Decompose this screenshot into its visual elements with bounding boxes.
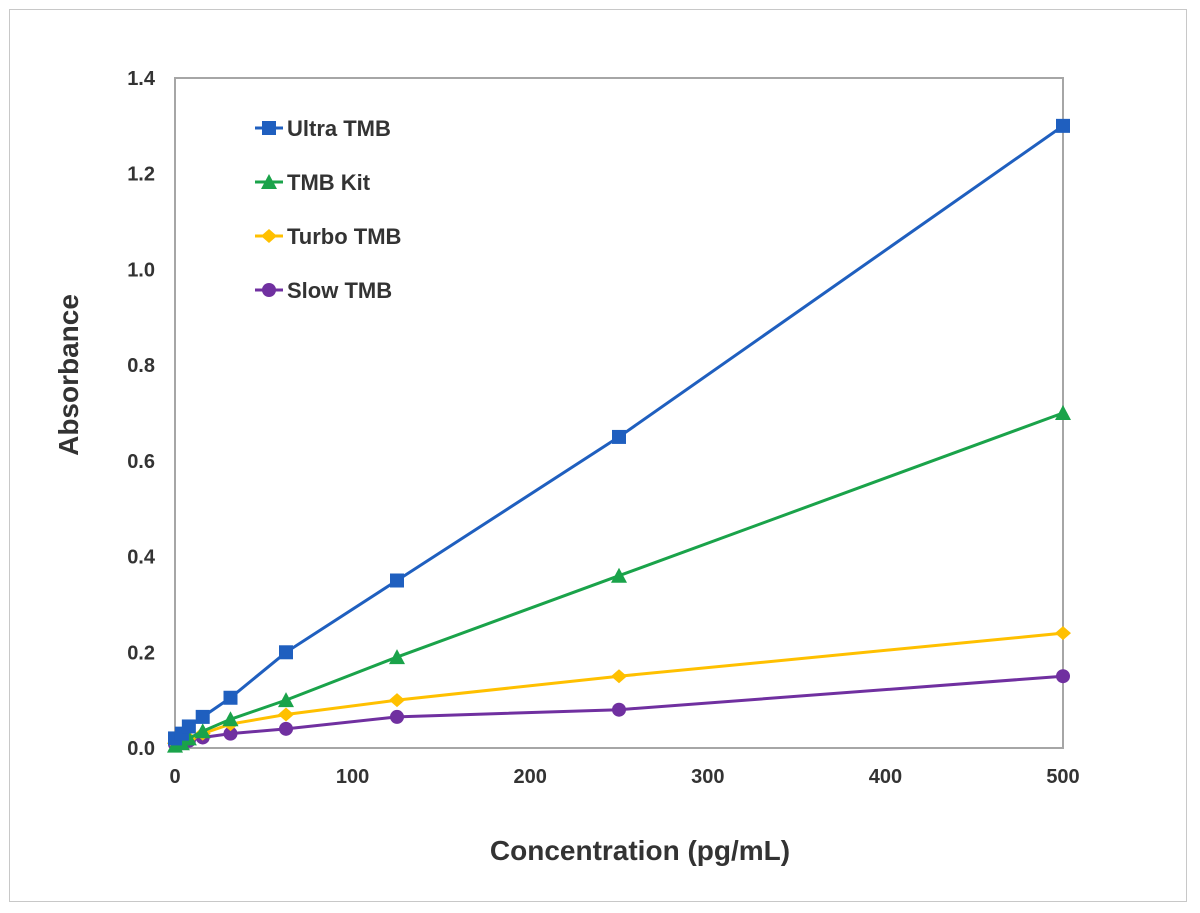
data-point [612, 429, 626, 444]
data-point [278, 707, 294, 722]
data-point [1056, 118, 1070, 133]
y-tick-label: 0.2 [127, 642, 155, 664]
x-tick-label: 400 [869, 766, 902, 788]
legend-item: Ultra TMB [255, 116, 391, 141]
y-tick-label: 1.4 [127, 68, 156, 90]
legend-marker [261, 229, 277, 243]
data-point [389, 693, 405, 708]
data-point [194, 723, 211, 739]
data-point [195, 709, 210, 724]
data-point [279, 645, 293, 660]
data-point [278, 692, 294, 708]
data-point [222, 711, 239, 727]
legend-item: TMB Kit [255, 170, 371, 195]
x-tick-label: 0 [169, 766, 180, 788]
x-tick-label: 300 [691, 766, 724, 788]
data-point [223, 726, 238, 741]
data-point [612, 702, 626, 717]
data-point [1056, 669, 1070, 684]
y-tick-label: 1.0 [127, 259, 155, 281]
y-axis-title: Absorbance [53, 294, 84, 456]
legend-marker [262, 121, 276, 135]
data-point [611, 669, 627, 684]
data-point [611, 567, 627, 583]
x-tick-label: 100 [336, 766, 369, 788]
data-point [390, 573, 404, 588]
data-point [1055, 405, 1071, 420]
legend-label: Turbo TMB [287, 224, 401, 249]
legend-item: Turbo TMB [255, 224, 401, 249]
x-tick-label: 500 [1046, 766, 1079, 788]
legend-label: TMB Kit [287, 170, 371, 195]
y-tick-label: 0.4 [127, 547, 156, 569]
x-tick-label: 200 [514, 766, 547, 788]
chart-frame [9, 9, 1187, 902]
y-tick-label: 0.6 [127, 451, 155, 473]
data-point [390, 709, 404, 724]
legend-item: Slow TMB [255, 278, 392, 303]
legend-marker [262, 283, 276, 297]
legend-label: Slow TMB [287, 278, 392, 303]
x-axis-title: Concentration (pg/mL) [490, 835, 790, 866]
data-point [1055, 626, 1071, 641]
y-tick-label: 0.8 [127, 355, 155, 377]
y-tick-label: 0.0 [127, 738, 155, 760]
y-tick-label: 1.2 [127, 164, 155, 186]
data-point [279, 721, 293, 736]
data-point [223, 690, 238, 705]
series-ultra-tmb [168, 118, 1070, 746]
legend-label: Ultra TMB [287, 116, 391, 141]
series-tmb-kit [167, 405, 1071, 753]
series-turbo-tmb [167, 626, 1071, 751]
data-point [181, 719, 196, 734]
data-point [389, 649, 405, 665]
legend-marker [261, 174, 277, 189]
